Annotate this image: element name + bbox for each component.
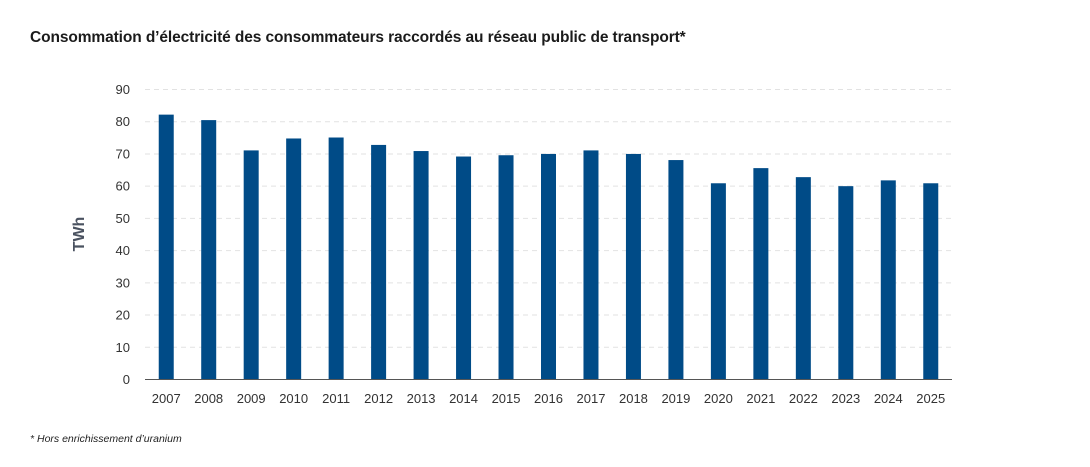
x-tick-label: 2017 <box>577 391 606 406</box>
x-tick-label: 2014 <box>449 391 478 406</box>
bar-2023 <box>838 186 854 380</box>
x-tick-label: 2011 <box>322 391 350 406</box>
x-tick-label: 2025 <box>916 391 945 406</box>
bar-2020 <box>710 183 726 380</box>
bar-2018 <box>625 153 641 380</box>
x-tick-label: 2015 <box>492 391 521 406</box>
bar-2014 <box>456 156 472 380</box>
y-tick-label: 60 <box>116 179 130 194</box>
bar-2021 <box>753 168 769 380</box>
x-tick-label: 2016 <box>534 391 563 406</box>
x-tick-label: 2021 <box>746 391 775 406</box>
bar-2007 <box>158 114 174 380</box>
bar-2012 <box>371 144 387 380</box>
chart-title: Consommation d’électricité des consommat… <box>30 29 686 46</box>
x-tick-label: 2024 <box>874 391 903 406</box>
x-tick-label: 2023 <box>831 391 860 406</box>
y-tick-label: 20 <box>116 308 130 323</box>
y-tick-label: 40 <box>116 243 130 258</box>
bar-2009 <box>243 150 259 380</box>
y-tick-label: 10 <box>116 340 130 355</box>
bar-2024 <box>880 180 896 380</box>
bar-2013 <box>413 151 429 380</box>
y-tick-label: 30 <box>116 275 130 290</box>
bar-2008 <box>201 120 217 380</box>
bar-2025 <box>923 183 939 380</box>
x-tick-label: 2009 <box>237 391 266 406</box>
bar-2019 <box>668 160 684 380</box>
footnote: * Hors enrichissement d’uranium <box>30 433 182 445</box>
x-tick-label: 2022 <box>789 391 818 406</box>
bar-2010 <box>286 138 302 380</box>
y-tick-label: 90 <box>116 82 130 97</box>
y-tick-label: 50 <box>116 211 130 226</box>
y-axis-label: TWh <box>71 217 88 252</box>
bar-2017 <box>583 150 599 380</box>
y-tick-label: 0 <box>123 372 130 387</box>
y-tick-label: 80 <box>116 114 130 129</box>
x-tick-label: 2007 <box>152 391 181 406</box>
x-tick-label: 2013 <box>407 391 436 406</box>
x-tick-label: 2018 <box>619 391 648 406</box>
x-tick-label: 2008 <box>194 391 223 406</box>
x-tick-label: 2012 <box>364 391 393 406</box>
bar-2011 <box>328 137 344 380</box>
x-tick-label: 2020 <box>704 391 733 406</box>
x-tick-label: 2010 <box>279 391 308 406</box>
y-tick-label: 70 <box>116 146 130 161</box>
x-tick-label: 2019 <box>661 391 690 406</box>
bar-2022 <box>795 177 811 380</box>
bar-2015 <box>498 155 514 380</box>
bar-2016 <box>541 153 556 380</box>
